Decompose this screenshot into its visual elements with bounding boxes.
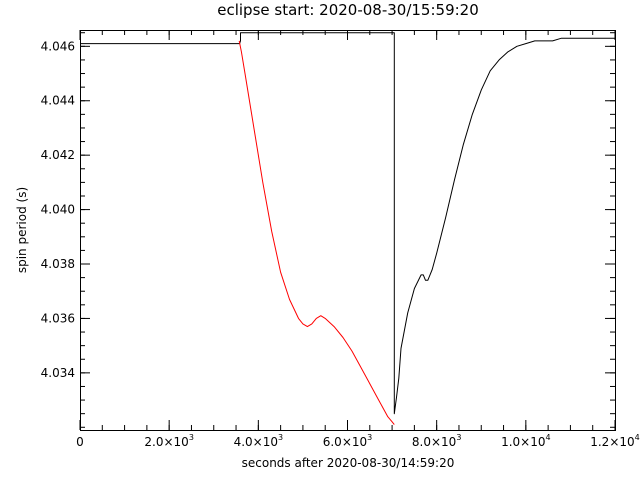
y-tick-label: 4.046 — [41, 39, 75, 53]
x-tick-label: 2.0×103 — [144, 433, 194, 449]
x-tick-exponent: 3 — [367, 433, 372, 442]
x-tick-exponent: 3 — [456, 433, 461, 442]
x-tick-exponent: 3 — [189, 433, 194, 442]
x-tick-label: 8.0×103 — [412, 433, 462, 449]
x-tick-label: 0 — [76, 435, 84, 449]
x-tick-mantissa: 6.0×10 — [323, 435, 367, 449]
series-line-1 — [80, 32, 615, 415]
x-tick-exponent: 4 — [545, 433, 550, 442]
x-tick-mantissa: 0 — [76, 435, 84, 449]
y-tick-label: 4.038 — [41, 257, 75, 271]
y-tick-label: 4.044 — [41, 94, 75, 108]
x-tick-mantissa: 8.0×10 — [412, 435, 456, 449]
x-tick-label: 1.0×104 — [501, 433, 551, 449]
chart-title: eclipse start: 2020-08-30/15:59:20 — [217, 1, 479, 19]
y-tick-label: 4.040 — [41, 203, 75, 217]
x-axis-label: seconds after 2020-08-30/14:59:20 — [242, 456, 455, 470]
y-tick-label: 4.042 — [41, 148, 75, 162]
x-tick-exponent: 3 — [278, 433, 283, 442]
y-tick-label: 4.036 — [41, 311, 75, 325]
y-axis-label: spin period (s) — [15, 187, 29, 273]
x-tick-mantissa: 2.0×10 — [144, 435, 188, 449]
plot-frame — [80, 30, 616, 431]
x-tick-mantissa: 1.2×10 — [590, 435, 634, 449]
y-tick-label: 4.034 — [41, 366, 75, 380]
x-tick-label: 1.2×104 — [590, 433, 640, 449]
series-line-2 — [238, 40, 395, 425]
x-tick-mantissa: 1.0×10 — [501, 435, 545, 449]
x-tick-label: 4.0×103 — [234, 433, 284, 449]
x-tick-exponent: 4 — [635, 433, 640, 442]
x-tick-label: 6.0×103 — [323, 433, 373, 449]
x-tick-mantissa: 4.0×10 — [234, 435, 278, 449]
